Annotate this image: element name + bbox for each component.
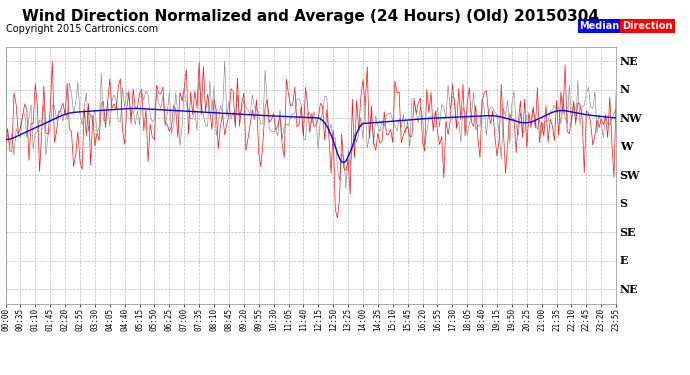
Text: S: S: [620, 198, 628, 209]
Text: E: E: [620, 255, 628, 266]
Text: Copyright 2015 Cartronics.com: Copyright 2015 Cartronics.com: [6, 24, 157, 34]
Text: Direction: Direction: [622, 21, 673, 31]
Text: Median: Median: [580, 21, 620, 31]
Text: W: W: [620, 141, 632, 152]
Text: SW: SW: [620, 170, 640, 181]
Text: NE: NE: [620, 56, 638, 67]
Text: Wind Direction Normalized and Average (24 Hours) (Old) 20150304: Wind Direction Normalized and Average (2…: [22, 9, 599, 24]
Text: N: N: [620, 84, 630, 95]
Text: SE: SE: [620, 227, 636, 238]
Text: NE: NE: [620, 284, 638, 295]
Text: NW: NW: [620, 113, 642, 124]
